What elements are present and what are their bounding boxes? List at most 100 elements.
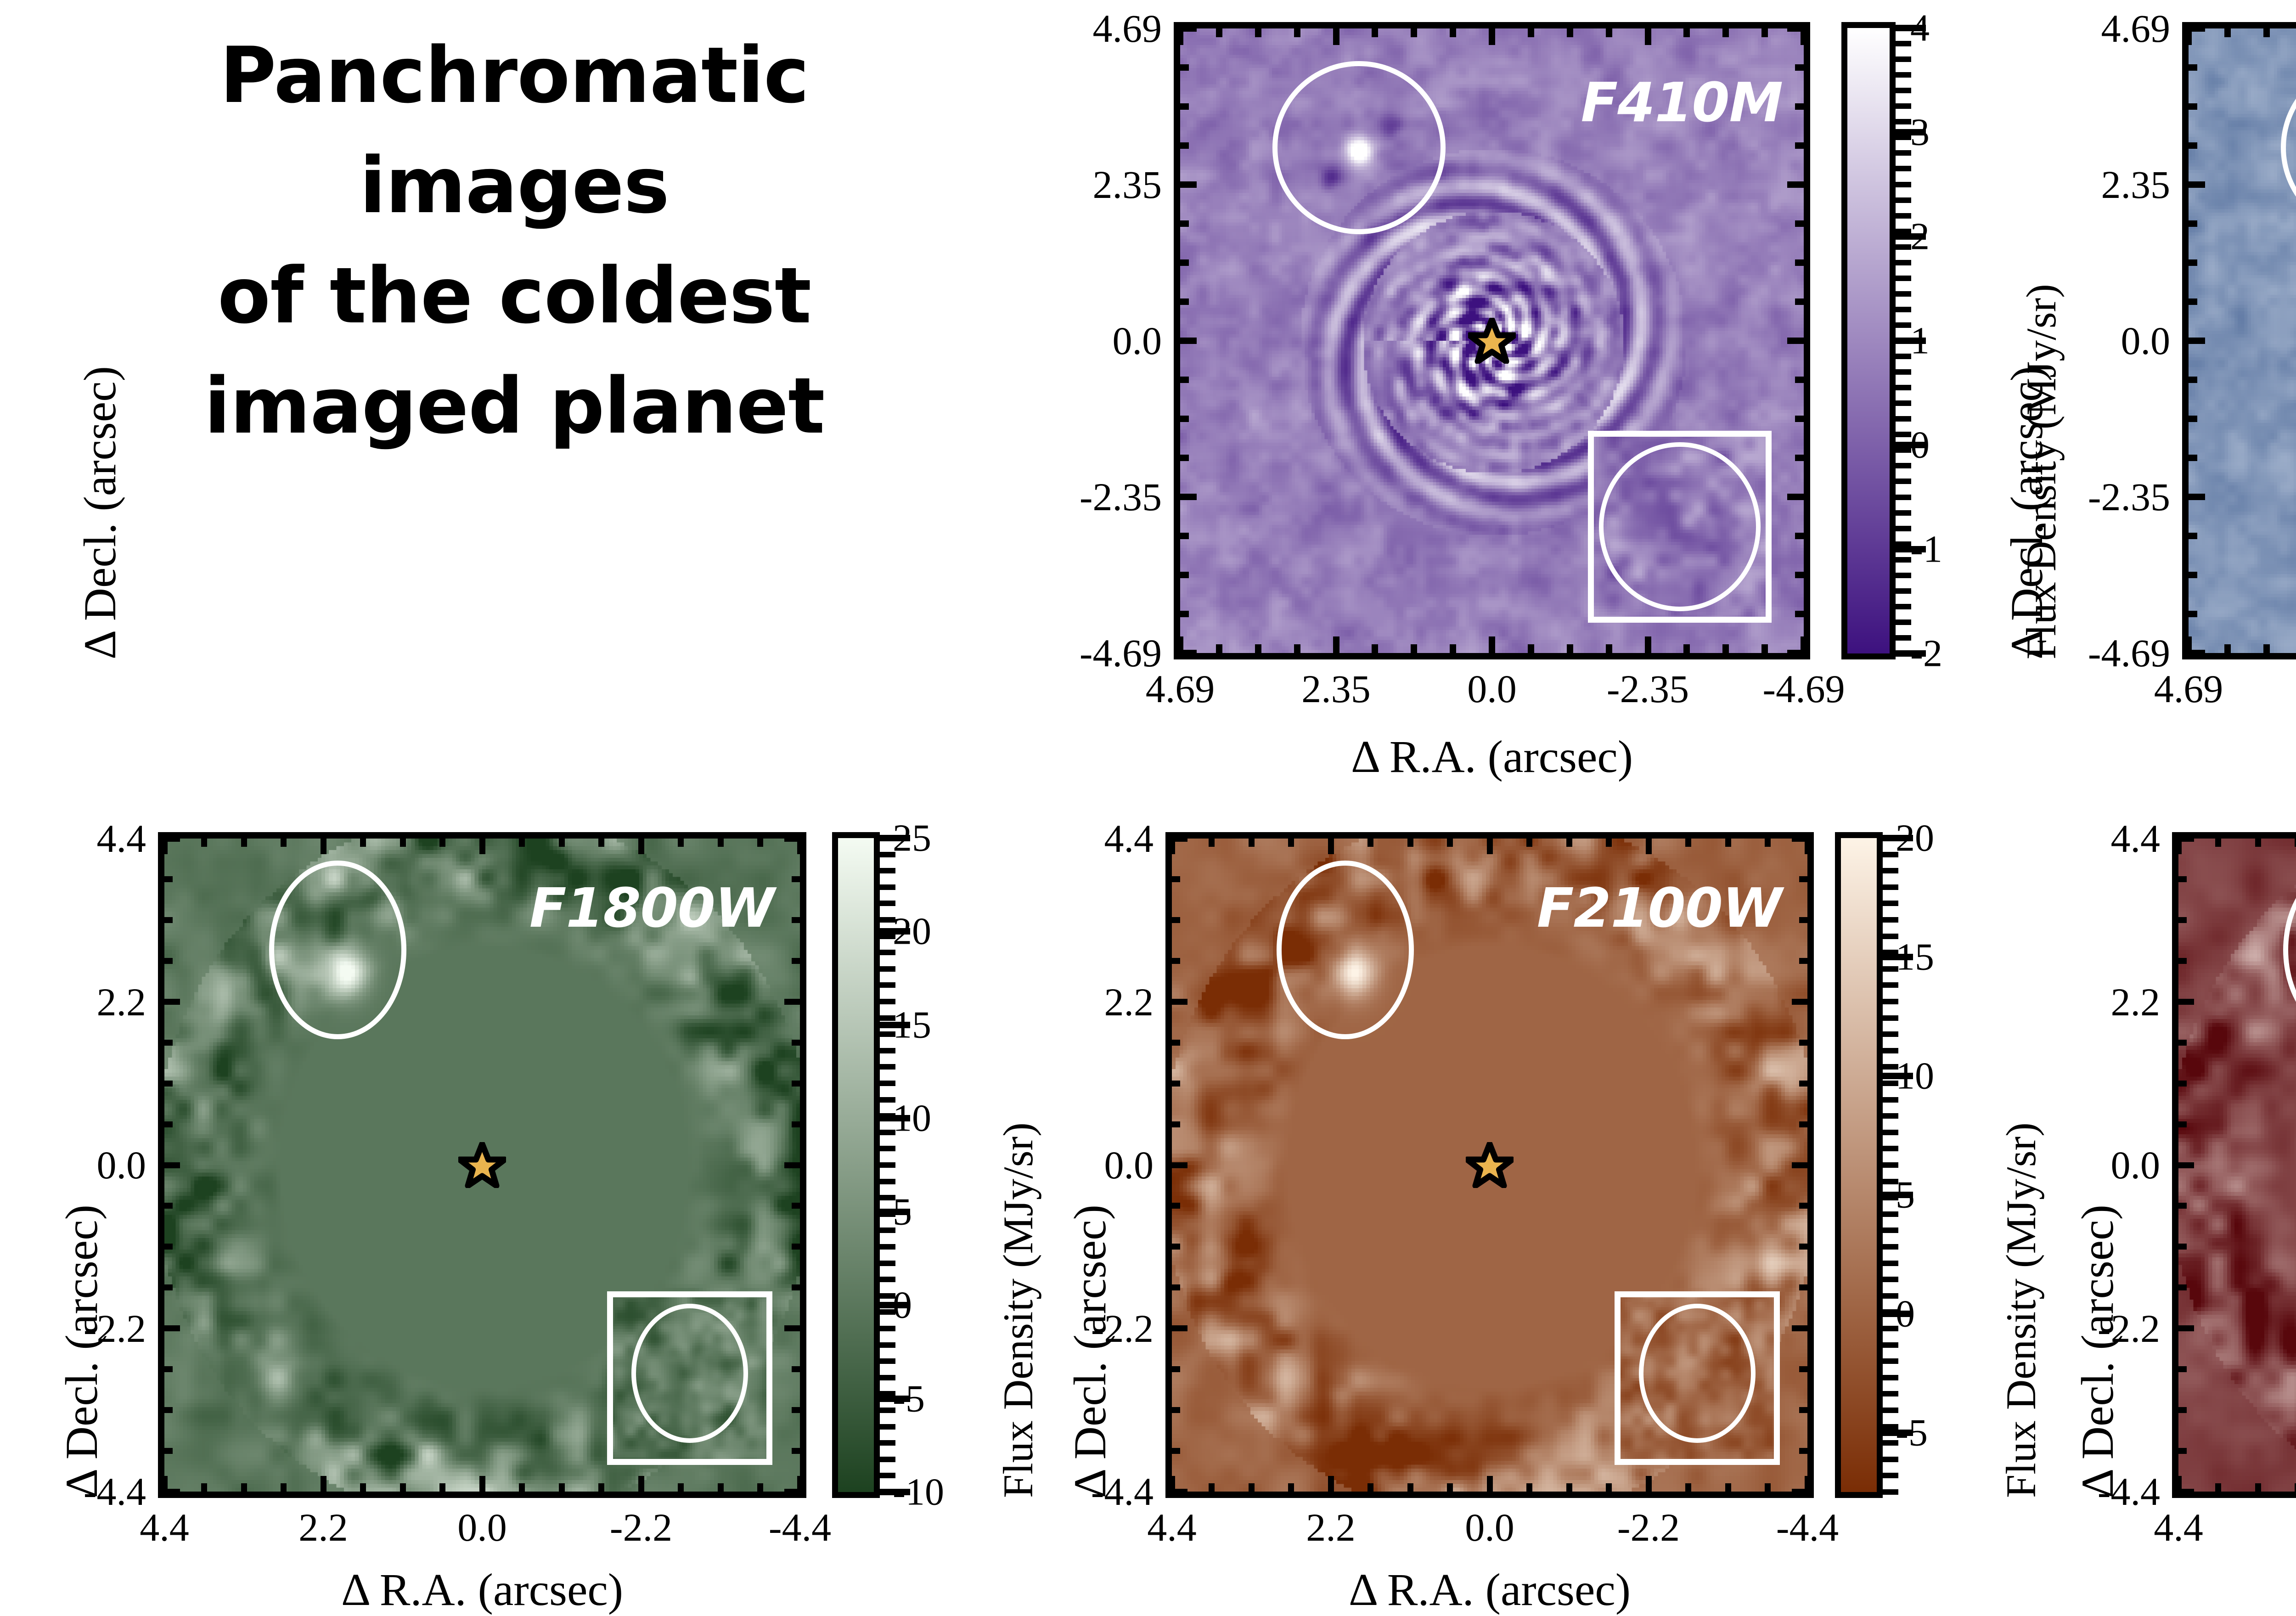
axis-tick bbox=[678, 1483, 684, 1492]
axis-tick bbox=[1645, 839, 1652, 854]
axis-tick bbox=[784, 999, 800, 1005]
colorbar-tick-label: -10 bbox=[893, 1470, 944, 1514]
axis-tick bbox=[792, 1284, 800, 1291]
axis-tick bbox=[1172, 839, 1175, 854]
axis-tick bbox=[320, 839, 326, 854]
axis-tick bbox=[164, 1325, 180, 1331]
axis-tick bbox=[1172, 1121, 1180, 1127]
axis-tick bbox=[1294, 28, 1300, 37]
colorbar-minor-tick bbox=[1896, 338, 1911, 343]
y-tick-label: 2.35 bbox=[2101, 163, 2171, 207]
axis-tick bbox=[1799, 1407, 1807, 1413]
axis-tick bbox=[1795, 259, 1804, 266]
colorbar-minor-tick bbox=[1883, 1342, 1898, 1348]
y-tick-label: -4.4 bbox=[83, 1470, 146, 1514]
axis-tick bbox=[2189, 650, 2205, 653]
colorbar-f410m[interactable] bbox=[1841, 22, 1896, 659]
colorbar-minor-tick bbox=[1896, 619, 1911, 625]
axis-tick bbox=[1328, 839, 1334, 854]
axis-tick bbox=[2224, 28, 2231, 37]
colorbar-tick-label: 5 bbox=[1896, 1173, 1915, 1216]
colorbar-minor-tick bbox=[1896, 275, 1911, 281]
colorbar-minor-tick bbox=[1883, 1064, 1898, 1070]
axis-tick bbox=[1787, 28, 1804, 32]
colorbar-minor-tick bbox=[1883, 1260, 1898, 1266]
x-tick-label: 4.69 bbox=[2154, 667, 2223, 711]
image-axes-f2100w[interactable]: F2100W bbox=[1165, 832, 1814, 1498]
sky-image-f2550w: F2550W bbox=[2178, 839, 2296, 1492]
coronagraph-inset-f1800w[interactable] bbox=[607, 1291, 772, 1465]
axis-tick bbox=[1761, 644, 1768, 653]
axis-tick bbox=[2178, 839, 2194, 842]
colorbar-gradient bbox=[1847, 28, 1890, 653]
colorbar-minor-tick bbox=[880, 1408, 895, 1413]
image-canvas-f2550w bbox=[2178, 839, 2296, 1492]
colorbar-minor-tick bbox=[1883, 1031, 1898, 1037]
axis-tick bbox=[1172, 958, 1180, 964]
axis-tick bbox=[2189, 377, 2197, 383]
axis-tick bbox=[1180, 455, 1189, 461]
colorbar-minor-tick bbox=[1883, 1391, 1898, 1397]
axis-tick bbox=[2178, 917, 2187, 923]
colorbar-minor-tick bbox=[1896, 150, 1911, 156]
colorbar-minor-tick bbox=[1896, 181, 1911, 187]
axis-tick bbox=[2189, 416, 2197, 422]
axis-tick bbox=[1787, 650, 1804, 653]
axis-tick bbox=[164, 999, 180, 1005]
axis-tick bbox=[1804, 1476, 1807, 1492]
colorbar-minor-tick bbox=[1883, 1456, 1898, 1462]
colorbar-minor-tick bbox=[1883, 950, 1898, 956]
axis-tick bbox=[1644, 28, 1651, 45]
image-axes-f410m[interactable]: F410M bbox=[1174, 22, 1810, 659]
axis-tick bbox=[479, 1476, 485, 1492]
colorbar-minor-tick bbox=[880, 1227, 895, 1233]
axis-tick bbox=[1795, 142, 1804, 149]
axis-tick bbox=[1216, 28, 1222, 37]
colorbar-minor-tick bbox=[1883, 1358, 1898, 1364]
axis-tick bbox=[784, 839, 800, 842]
axis-tick bbox=[717, 839, 724, 847]
colorbar-minor-tick bbox=[880, 950, 895, 956]
x-tick-label: -4.4 bbox=[1776, 1505, 1839, 1549]
axis-tick bbox=[1527, 644, 1534, 653]
axis-tick bbox=[1180, 181, 1197, 188]
y-axis-title: Δ Decl. (arcsec) bbox=[74, 366, 125, 659]
axis-tick bbox=[1172, 1080, 1180, 1087]
colorbar-minor-tick bbox=[1883, 1309, 1898, 1315]
colorbar-minor-tick bbox=[880, 1129, 895, 1135]
axis-tick bbox=[1566, 644, 1573, 653]
colorbar-minor-tick bbox=[1896, 306, 1911, 312]
axis-tick bbox=[1180, 259, 1189, 266]
colorbar-minor-tick bbox=[880, 901, 895, 907]
x-axis-title: Δ R.A. (arcsec) bbox=[1348, 1564, 1631, 1615]
image-axes-f2550w[interactable]: F2550W bbox=[2172, 832, 2296, 1498]
colorbar-minor-tick bbox=[1896, 228, 1911, 234]
colorbar-minor-tick bbox=[1896, 463, 1911, 469]
axis-tick bbox=[2215, 1483, 2221, 1492]
axis-tick bbox=[1209, 839, 1215, 847]
colorbar-minor-tick bbox=[1883, 1146, 1898, 1152]
axis-tick bbox=[281, 839, 287, 847]
image-axes-f430m[interactable]: F430M bbox=[2182, 22, 2296, 659]
axis-tick bbox=[2189, 181, 2205, 188]
colorbar-minor-tick bbox=[1896, 103, 1911, 109]
colorbar-minor-tick bbox=[880, 1489, 895, 1495]
colorbar-minor-tick bbox=[880, 1309, 895, 1315]
axis-tick bbox=[1180, 64, 1189, 71]
axis-tick bbox=[638, 1476, 644, 1492]
coronagraph-inset-f2100w[interactable] bbox=[1615, 1291, 1780, 1465]
axis-tick bbox=[164, 1447, 173, 1454]
axis-tick bbox=[201, 839, 207, 847]
colorbar-f1800w[interactable] bbox=[832, 832, 880, 1498]
coronagraph-inset-f410m[interactable] bbox=[1588, 431, 1772, 623]
axis-tick bbox=[2178, 1039, 2187, 1046]
image-axes-f1800w[interactable]: F1800W bbox=[158, 832, 806, 1498]
axis-tick bbox=[2178, 1325, 2194, 1331]
axis-tick bbox=[784, 1162, 800, 1168]
y-axis-title: Δ Decl. (arcsec) bbox=[1064, 1205, 1115, 1498]
y-tick-label: 0.0 bbox=[1104, 1143, 1154, 1187]
axis-tick bbox=[784, 1488, 800, 1492]
axis-tick bbox=[1180, 220, 1189, 227]
colorbar-f2100w[interactable] bbox=[1835, 832, 1883, 1498]
x-tick-label: 0.0 bbox=[1467, 667, 1517, 711]
